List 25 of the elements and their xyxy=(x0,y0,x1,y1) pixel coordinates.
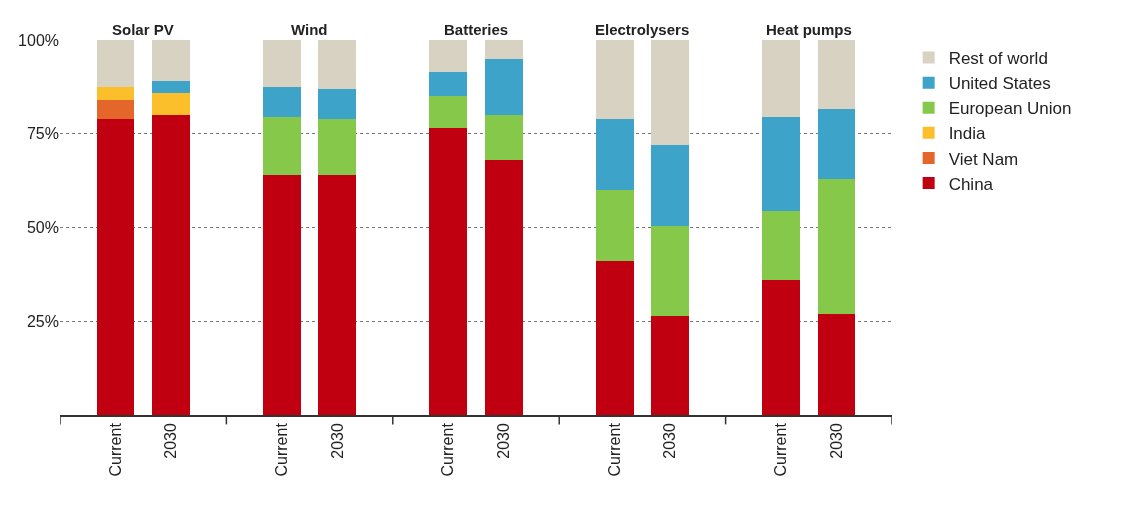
y-tick-label: 50% xyxy=(26,219,59,237)
x-tick-label: Current xyxy=(772,422,790,477)
text: Electrolysers xyxy=(595,21,690,38)
text: Heat pumps xyxy=(766,21,852,38)
legend-label: European Union xyxy=(948,99,1072,119)
y-tick-label: 25% xyxy=(26,312,59,330)
text: Batteries xyxy=(444,21,509,38)
x-tick-label: Current xyxy=(605,422,623,477)
x-tick-label: 2030 xyxy=(661,423,679,459)
x-tick-label: 2030 xyxy=(162,423,180,459)
legend-label: Viet Nam xyxy=(948,149,1019,169)
text: Solar PV xyxy=(112,21,174,38)
x-tick-label: 2030 xyxy=(494,423,512,459)
text: Wind xyxy=(291,21,328,38)
y-tick-label: 75% xyxy=(26,125,59,143)
x-tick-label: Current xyxy=(106,422,124,477)
legend-label: China xyxy=(948,174,994,194)
x-tick-label: Current xyxy=(273,422,291,477)
x-tick-label: 2030 xyxy=(827,423,845,459)
x-tick-label: 2030 xyxy=(328,423,346,459)
legend-label: Rest of world xyxy=(948,49,1048,69)
y-tick-label: 100% xyxy=(18,31,59,49)
legend-label: India xyxy=(948,124,987,144)
legend-label: United States xyxy=(948,74,1051,94)
x-tick-label: Current xyxy=(439,422,457,477)
